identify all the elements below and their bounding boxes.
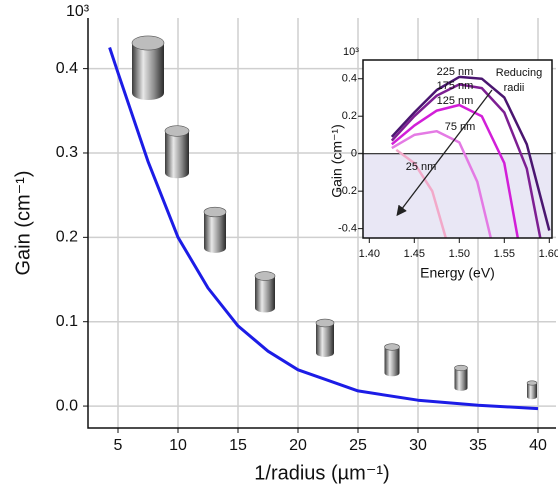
- annotation: Reducing: [496, 67, 542, 79]
- series-label: 125 nm: [437, 95, 474, 107]
- cylinder-body: [316, 323, 334, 353]
- x-tick-label: 1.55: [494, 248, 515, 260]
- cylinder-bottom: [255, 303, 275, 313]
- data-line: [390, 75, 551, 231]
- cylinder-icon: [315, 318, 335, 357]
- cylinder-icon: [454, 364, 468, 391]
- x-tick-label: 20: [289, 437, 307, 454]
- x-axis-label: Energy (eV): [420, 265, 495, 281]
- cylinder-bottom: [454, 385, 468, 391]
- cylinder-body: [527, 383, 537, 397]
- x-tick-label: 1.60: [539, 248, 558, 260]
- axis-frame: [87, 18, 556, 429]
- cylinder-body: [132, 43, 164, 93]
- y-axis-label: Gain (cm⁻¹): [329, 124, 345, 198]
- y-tick-label: 0.4: [342, 73, 357, 85]
- y-multiplier: 10³: [66, 3, 90, 20]
- cylinder-top: [315, 318, 335, 328]
- cylinder-top: [384, 343, 400, 351]
- cylinder-body: [255, 276, 275, 308]
- cylinder-top: [254, 271, 276, 281]
- series-label: 175 nm: [437, 80, 474, 92]
- cylinder-icon: [164, 125, 190, 179]
- x-tick-label: 35: [469, 437, 487, 454]
- cylinder-icon: [384, 343, 400, 377]
- trend-arrow: [396, 89, 493, 217]
- y-tick-label: 0.0: [56, 397, 78, 414]
- x-axis-label: 1/radius (µm⁻¹): [254, 462, 389, 484]
- x-tick-label: 40: [529, 437, 547, 454]
- data-line: [391, 103, 520, 239]
- y-tick-label: 0.2: [56, 229, 78, 246]
- axis-frame: [362, 59, 553, 239]
- cylinder-top: [526, 380, 538, 386]
- cylinder-bottom: [316, 349, 334, 357]
- cylinder-icon: [203, 206, 227, 253]
- y-tick-label: -0.2: [338, 185, 357, 197]
- series-label: 225 nm: [437, 66, 474, 78]
- cylinder-top: [131, 35, 165, 51]
- data-line: [108, 47, 539, 411]
- cylinder-bottom: [204, 243, 226, 253]
- x-tick-label: 1.45: [404, 248, 425, 260]
- y-tick-label: -0.4: [338, 223, 357, 235]
- x-tick-label: 25: [349, 437, 367, 454]
- series-label: 75 nm: [445, 121, 476, 133]
- inset-chart: 1.40 1.45 1.50 1.55 1.60 -0.4 -0.2 0 0.2 0.4 225 n…: [329, 46, 558, 281]
- data-line: [391, 129, 493, 239]
- cylinder-body: [165, 131, 189, 173]
- cylinder-top: [203, 206, 227, 218]
- cylinder-bottom: [384, 369, 400, 377]
- cylinder-bottom: [165, 167, 189, 179]
- cylinder-body: [384, 347, 400, 373]
- cylinder-icon: [526, 380, 538, 400]
- x-tick-label: 30: [409, 437, 427, 454]
- y-tick-label: 0.2: [342, 110, 357, 122]
- y-tick-label: 0.4: [56, 60, 78, 77]
- cylinder-top: [454, 364, 468, 372]
- x-tick-label: 1.50: [449, 248, 470, 260]
- x-tick-label: 10: [169, 437, 187, 454]
- data-line: [395, 148, 448, 239]
- series-label: 25 nm: [406, 161, 437, 173]
- x-tick-label: 5: [114, 437, 123, 454]
- cylinder-bottom: [527, 394, 537, 400]
- y-tick-label: 0.3: [56, 144, 78, 161]
- x-tick-label: 1.40: [359, 248, 380, 260]
- x-tick-label: 15: [229, 437, 247, 454]
- y-multiplier: 10³: [343, 46, 359, 58]
- y-axis-label: Gain (cm⁻¹): [12, 171, 34, 276]
- data-line: [390, 83, 542, 239]
- cylinder-top: [164, 125, 190, 137]
- cylinder-icon: [131, 35, 165, 101]
- cylinder-bottom: [132, 85, 164, 101]
- cylinder-body: [204, 212, 226, 248]
- cylinder-icon: [254, 271, 276, 313]
- y-tick-label: 0.1: [56, 313, 78, 330]
- negative-region: [363, 153, 552, 238]
- cylinder-body: [454, 368, 468, 388]
- y-tick-label: 0: [351, 148, 357, 160]
- annotation: radii: [504, 82, 525, 94]
